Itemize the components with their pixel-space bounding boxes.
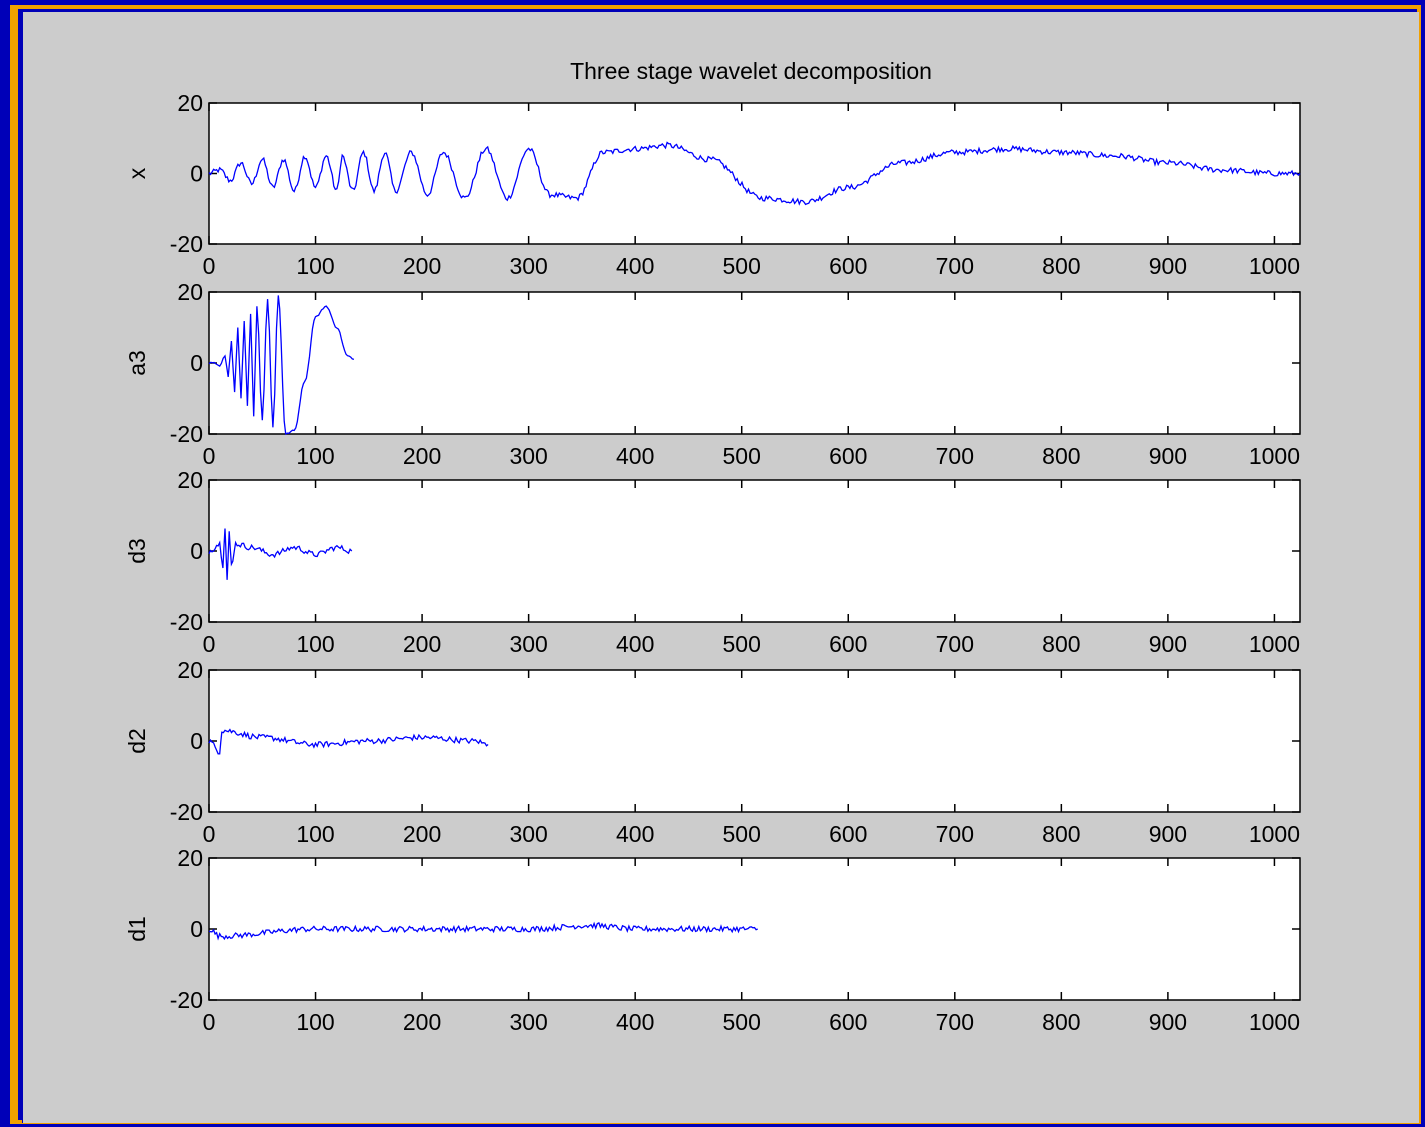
x-tick-label: 1000 (1249, 1009, 1300, 1035)
x-tick-label: 500 (723, 631, 761, 657)
x-tick-label: 800 (1042, 821, 1080, 847)
x-tick-label: 600 (829, 821, 867, 847)
x-tick-label: 1000 (1249, 631, 1300, 657)
x-tick-label: 800 (1042, 631, 1080, 657)
series-line-d3 (208, 528, 353, 580)
x-tick-label: 300 (509, 253, 547, 279)
y-tick-label: -20 (170, 799, 203, 825)
chart-title: Three stage wavelet decomposition (570, 58, 932, 84)
series-line-d2 (208, 728, 489, 755)
x-tick-label: 200 (403, 443, 441, 469)
x-tick-label: 0 (203, 253, 216, 279)
x-tick-label: 100 (296, 631, 334, 657)
y-tick-label: -20 (170, 609, 203, 635)
y-axis-label-d2: d2 (124, 728, 150, 754)
y-axis-label-d1: d1 (124, 916, 150, 942)
x-tick-label: 400 (616, 1009, 654, 1035)
x-tick-label: 0 (203, 821, 216, 847)
x-tick-label: 200 (403, 631, 441, 657)
x-tick-label: 0 (203, 1009, 216, 1035)
y-tick-label: 0 (190, 916, 203, 942)
x-tick-label: 100 (296, 821, 334, 847)
x-tick-label: 100 (296, 253, 334, 279)
x-tick-label: 200 (403, 253, 441, 279)
x-tick-label: 500 (723, 443, 761, 469)
x-tick-label: 0 (203, 443, 216, 469)
x-tick-label: 900 (1149, 631, 1187, 657)
x-tick-label: 700 (936, 821, 974, 847)
x-tick-label: 800 (1042, 1009, 1080, 1035)
y-tick-label: -20 (170, 231, 203, 257)
figure-area: Three stage wavelet decomposition 0 100 20… (22, 12, 1419, 1123)
wavelet-chart: Three stage wavelet decomposition 0 100 20… (124, 58, 1301, 1035)
x-tick-label: 0 (203, 631, 216, 657)
x-tick-label: 1000 (1249, 821, 1300, 847)
x-tick-label: 700 (936, 253, 974, 279)
axes-box-a3 (208, 291, 1301, 435)
x-tick-label: 300 (509, 631, 547, 657)
x-tick-label: 700 (936, 1009, 974, 1035)
y-tick-label: 0 (190, 538, 203, 564)
x-tick-label: 500 (723, 1009, 761, 1035)
x-tick-label: 400 (616, 821, 654, 847)
x-tick-label: 300 (509, 443, 547, 469)
y-tick-label: 0 (190, 728, 203, 754)
x-tick-label: 100 (296, 1009, 334, 1035)
x-tick-label: 600 (829, 1009, 867, 1035)
axes-box-x (208, 102, 1301, 245)
series-line-d1 (208, 921, 758, 941)
x-tick-label: 900 (1149, 443, 1187, 469)
y-axis-label-a3: a3 (124, 350, 150, 376)
y-tick-label: -20 (170, 987, 203, 1013)
x-tick-label: 700 (936, 631, 974, 657)
y-tick-label: 0 (190, 350, 203, 376)
x-tick-label: 900 (1149, 821, 1187, 847)
y-tick-label: -20 (170, 421, 203, 447)
series-line-a3 (208, 295, 355, 435)
x-tick-label: 900 (1149, 1009, 1187, 1035)
y-axis-label-x: x (124, 167, 150, 179)
x-tick-label: 600 (829, 443, 867, 469)
x-tick-label: 500 (723, 821, 761, 847)
x-tick-label: 1000 (1249, 443, 1300, 469)
y-tick-label: 20 (177, 279, 203, 305)
y-tick-label: 0 (190, 161, 203, 187)
x-tick-label: 800 (1042, 253, 1080, 279)
x-tick-label: 800 (1042, 443, 1080, 469)
series-line-x (208, 141, 1301, 206)
axes-box-d2 (208, 669, 1301, 813)
x-tick-label: 900 (1149, 253, 1187, 279)
x-tick-label: 600 (829, 253, 867, 279)
x-tick-label: 300 (509, 1009, 547, 1035)
y-tick-label: 20 (177, 657, 203, 683)
x-tick-label: 100 (296, 443, 334, 469)
y-tick-label: 20 (177, 90, 203, 116)
x-tick-label: 500 (723, 253, 761, 279)
x-tick-label: 200 (403, 1009, 441, 1035)
x-tick-label: 200 (403, 821, 441, 847)
y-axis-label-d3: d3 (124, 538, 150, 564)
axes-box-d3 (208, 479, 1301, 623)
x-tick-label: 1000 (1249, 253, 1300, 279)
x-tick-label: 400 (616, 631, 654, 657)
x-tick-label: 400 (616, 443, 654, 469)
y-tick-label: 20 (177, 845, 203, 871)
y-tick-label: 20 (177, 467, 203, 493)
x-tick-label: 700 (936, 443, 974, 469)
x-tick-label: 300 (509, 821, 547, 847)
x-tick-label: 400 (616, 253, 654, 279)
x-tick-label: 600 (829, 631, 867, 657)
